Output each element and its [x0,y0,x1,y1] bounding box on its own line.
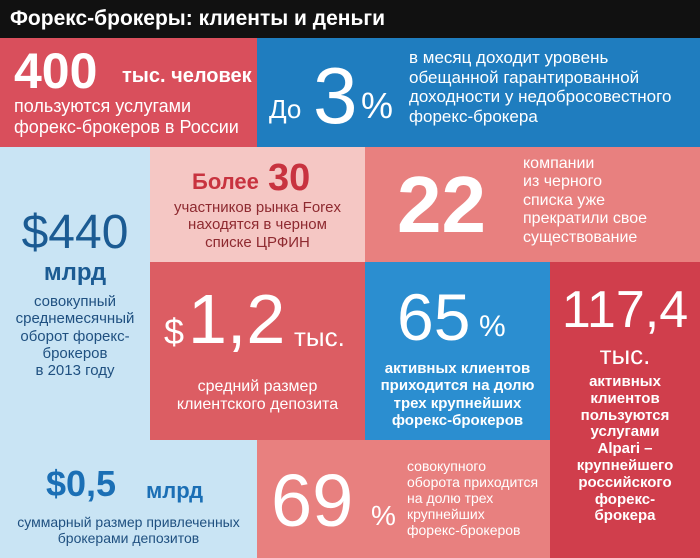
text-line: компании [523,155,595,172]
text-line: в месяц доходит уровень [409,48,609,67]
text-line: клиентов [590,389,660,407]
text-line: Alpari – [597,440,653,458]
tile: Более 30 участников рынка Forex находятся… [150,147,365,262]
unit: % [361,85,394,126]
tile: 117,4 тыс. активных клиентов пользуются усл… [550,262,700,558]
text-line: обещанной гарантированной [409,67,640,87]
text: в месяц доходит уровень обещанной гаранти… [409,48,671,126]
text: активных клиентов приходится на долю трех … [365,360,550,429]
text: участников рынка Forex находятся в черном… [150,199,365,251]
text-line: пользуются услугами [14,96,192,116]
text: суммарный размер привлеченных брокерами д… [0,514,257,546]
text-line: пользуются [580,406,670,424]
text-line: клиентского депозита [176,396,339,414]
unit: % [479,310,506,343]
text-line: брокеров [42,344,108,362]
number: 22 [397,160,486,249]
text-line: форекс-брокеров [407,522,521,539]
text: средний размер клиентского депозита [150,378,365,415]
tile: $0,5 млрд суммарный размер привлеченных б… [0,440,257,558]
number: 1,2 [188,280,286,358]
text-line: российского [578,473,672,491]
number: 3 [313,51,358,140]
text-line: участников рынка Forex [173,199,342,216]
text-line: услугами [590,423,660,441]
text-line: оборот форекс- [20,327,130,345]
unit: млрд [43,259,107,286]
unit: % [371,500,396,531]
tile: 22 компании из черного списка уже прекратил… [365,147,700,262]
text-line: крупнейшего [576,456,674,474]
text-line: списке ЦРФИН [205,233,310,251]
number: 65 [397,280,471,354]
text-line: форекс-брокера [409,106,538,126]
unit: тыс. человек [122,65,252,87]
text-line: брокера [594,507,656,525]
text-line: приходится на долю [380,377,535,395]
unit: тыс. [294,322,345,352]
number: $0,5 [46,463,117,504]
tile: 400 тыс. человек пользуются услугами форе… [0,38,257,147]
text-line: форекс-брокеров в России [14,116,239,137]
text-line: совокупного [407,458,486,474]
text-line: среднемесячный [15,310,135,328]
number: 30 [268,157,311,199]
number: 400 [14,43,98,99]
text: пользуются услугами форекс-брокеров в Рос… [14,96,239,137]
number: 69 [271,459,354,542]
text-line: доходности у недобросовестного [409,87,672,107]
text-line: прекратили свое [523,210,648,228]
text: активных клиентов пользуются услугами Alpari… [550,373,700,525]
text-line: оборота приходится [407,474,539,491]
text-line: трех крупнейших [393,394,522,412]
unit: млрд [146,478,204,503]
text-line: активных [589,373,661,390]
tile: 69 % совокупного оборота приходится на дол… [257,440,550,558]
tile: До 3 % в месяц доходит уровень обещанной … [257,38,700,147]
text: совокупный среднемесячный оборот форекс-бр… [0,293,150,379]
text-line: суммарный размер привлеченных [17,514,240,530]
text-line: совокупный [34,293,116,310]
text-line: в 2013 году [35,362,115,379]
tile: $440 млрд совокупный среднемесячный оборот… [0,147,150,440]
unit: тыс. [599,340,651,370]
text: компании из черного списка уже прекратили с… [523,155,647,247]
text-line: средний размер [197,378,318,395]
text-line: форекс-брокеров [391,411,524,429]
prefix: Более [192,169,259,194]
prefix: $ [164,311,185,352]
text-line: брокерами депозитов [57,530,200,547]
text-line: из черного [523,173,602,191]
title: Форекс-брокеры: клиенты и деньги [10,7,386,30]
text-line: находятся в черном [188,216,327,234]
tile: $ 1,2 тыс. средний размер клиентского деп… [150,262,365,440]
text-line: крупнейших [407,506,485,523]
title-bar: Форекс-брокеры: клиенты и деньги [0,0,700,38]
number: $440 [21,206,129,259]
text: совокупного оборота приходится на долю тре… [407,458,538,538]
tile: 65 % активных клиентов приходится на долю… [365,262,550,440]
prefix: До [269,94,302,124]
number: 117,4 [561,281,689,339]
text-line: списка уже [523,191,606,209]
text-line: существование [523,228,638,246]
text-line: форекс- [594,490,656,508]
text-line: активных клиентов [384,360,531,377]
text-line: на долю трех [407,490,494,507]
